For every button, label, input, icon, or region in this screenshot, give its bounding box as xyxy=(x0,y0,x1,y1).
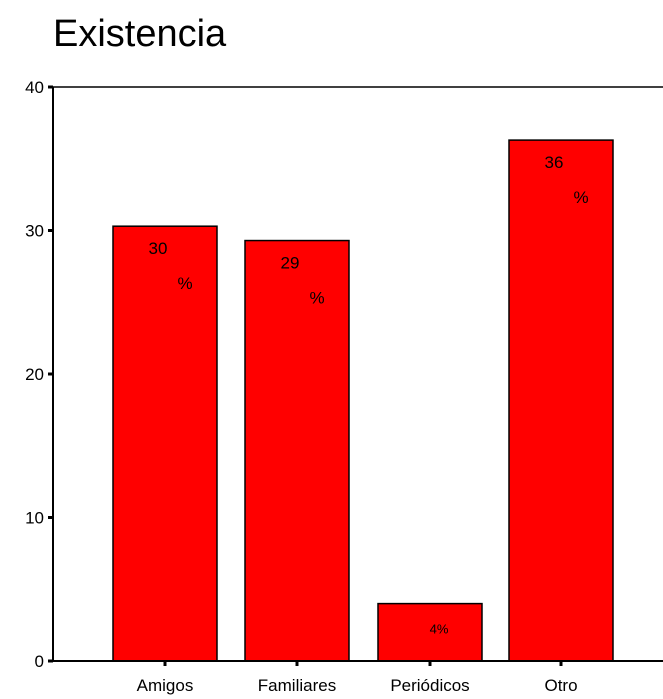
x-tick-label: Otro xyxy=(544,676,577,695)
y-tick-label: 30 xyxy=(25,222,44,241)
bar-familiares xyxy=(244,239,350,662)
data-label-value: 4% xyxy=(430,622,449,637)
axes-layer: 0 10 20 30 40 Amigos Familiares Periódicos Otro xyxy=(25,78,663,695)
y-tick-label: 10 xyxy=(25,509,44,528)
x-tick-label: Periódicos xyxy=(390,676,469,695)
bar-periódicos xyxy=(377,602,483,662)
y-tick-label: 40 xyxy=(25,78,44,97)
bar-amigos xyxy=(112,225,218,662)
data-label-value: 30 xyxy=(149,239,168,258)
data-label-value: 29 xyxy=(281,254,300,273)
y-tick-label: 20 xyxy=(25,365,44,384)
data-labels-layer: 30% 29% 4% 36% xyxy=(149,153,589,637)
chart-title: Existencia xyxy=(53,13,227,55)
data-label-percent: % xyxy=(177,274,192,293)
data-label-percent: % xyxy=(309,289,324,308)
bar-otro xyxy=(508,139,614,662)
bars-layer xyxy=(112,139,614,662)
x-tick-label: Familiares xyxy=(258,676,336,695)
y-tick-label: 0 xyxy=(35,652,44,671)
x-tick-label: Amigos xyxy=(137,676,194,695)
data-label-percent: % xyxy=(573,188,588,207)
data-label-value: 36 xyxy=(545,153,564,172)
